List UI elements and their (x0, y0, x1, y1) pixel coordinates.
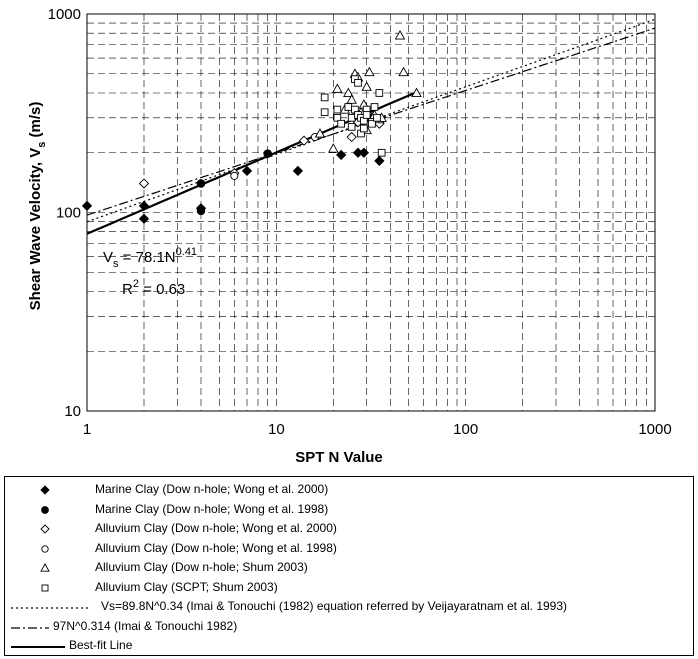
legend-item: 97N^0.314 (Imai & Tonouchi 1982) (5, 618, 693, 636)
r2-value: = 0.63 (139, 281, 185, 298)
diamond-filled-point (138, 213, 150, 224)
legend-label: Alluvium Clay (SCPT; Shum 2003) (95, 579, 278, 594)
y-axis-label-unit: (m/s) (27, 102, 44, 142)
plot-frame (86, 13, 656, 412)
x-tick-label: 100 (453, 421, 478, 438)
legend-label: Marine Clay (Dow n-hole; Wong et al. 199… (95, 501, 329, 516)
legend-symbol (41, 544, 49, 553)
y-axis-label-sub: s (36, 142, 48, 148)
x-tick-label: 1000 (638, 421, 671, 438)
legend-item: Alluvium Clay (SCPT; Shum 2003) (5, 579, 693, 597)
square-open-point (347, 123, 356, 131)
y-tick-labels: 10 100 1000 (48, 6, 81, 420)
equation-exp: 0.41 (176, 246, 197, 258)
circle-open-point (230, 171, 239, 180)
square-open-point (320, 108, 329, 117)
x-axis-label: SPT N Value (295, 449, 383, 466)
r2-exp: 2 (133, 278, 139, 290)
square-open-point (377, 148, 386, 157)
triangle-open-point (398, 66, 409, 77)
square-open-point (373, 113, 381, 122)
diamond-filled-point (358, 147, 370, 158)
diamond-open-point (138, 178, 150, 189)
legend-item: Marine Clay (Dow n-hole; Wong et al. 199… (5, 501, 693, 519)
diamond-filled-point (336, 149, 347, 161)
legend-symbol (40, 563, 50, 572)
y-tick-label: 1000 (48, 6, 81, 23)
equation-annotation: Vs = 78.1N0.41 (103, 246, 197, 270)
legend-symbol (11, 607, 89, 609)
square-open-point (360, 124, 368, 133)
triangle-open-point (314, 128, 326, 138)
diamond-open-point (346, 131, 357, 143)
square-open-point (368, 119, 376, 128)
legend-label: Marine Clay (Dow n-hole; Wong et al. 200… (95, 482, 329, 496)
diamond-filled-point (138, 200, 150, 212)
legend-item: Vs=89.8N^0.34 (Imai & Tonouchi (1982) eq… (5, 598, 693, 616)
legend-item: Best-fit Line (5, 637, 693, 655)
triangle-open-point (343, 87, 354, 98)
data-points (81, 29, 422, 224)
y-tick-label: 100 (56, 205, 81, 222)
triangle-open-point (411, 87, 422, 98)
legend: Marine Clay (Dow n-hole; Wong et al. 200… (4, 476, 694, 656)
r2-r: R (122, 281, 133, 298)
diamond-filled-point (292, 165, 304, 177)
legend-item: Alluvium Clay (Dow n-hole; Shum 2003) (5, 559, 693, 577)
equation-v: V (103, 249, 113, 266)
grid (87, 14, 655, 411)
circle-filled-point (196, 206, 206, 216)
legend-item: Alluvium Clay (Dow n-hole; Wong et al. 2… (5, 520, 693, 538)
y-axis-label-main: Shear Wave Velocity, V (27, 148, 44, 311)
square-open-point (347, 113, 356, 122)
legend-label: Alluvium Clay (Dow n-hole; Shum 2003) (95, 560, 308, 574)
diamond-filled-point (81, 200, 93, 212)
square-open-point (333, 105, 342, 114)
square-open-point (362, 111, 371, 119)
r2-annotation: R2 = 0.63 (122, 278, 185, 298)
dashdot-trend-line (86, 27, 656, 216)
square-open-point (320, 93, 329, 102)
x-tick-labels: 1 10 100 1000 (83, 421, 672, 438)
equation-v-sub: s (113, 258, 119, 270)
legend-label: Vs=89.8N^0.34 (Imai & Tonouchi (1982) eq… (101, 599, 568, 613)
legend-symbol (41, 505, 49, 514)
square-open-point (337, 119, 345, 128)
circle-filled-point (263, 149, 272, 158)
legend-symbol (11, 646, 65, 648)
legend-symbol (40, 524, 50, 534)
square-open-point (354, 79, 362, 87)
y-tick-label: 10 (64, 403, 81, 420)
legend-item: Alluvium Clay (Dow n-hole; Wong et al. 1… (5, 540, 693, 558)
square-open-point (333, 113, 342, 122)
equation-body: = 78.1N (119, 249, 176, 266)
x-tick-label: 1 (83, 421, 91, 438)
triangle-open-point (332, 83, 343, 93)
legend-label: Best-fit Line (69, 638, 133, 652)
square-open-point (375, 89, 384, 97)
legend-symbol (11, 626, 49, 629)
legend-symbol (41, 584, 49, 591)
legend-label: Alluvium Clay (Dow n-hole; Wong et al. 1… (95, 540, 337, 555)
legend-label: 97N^0.314 (Imai & Tonouchi 1982) (53, 618, 238, 633)
square-open-point (344, 103, 353, 111)
triangle-open-point (364, 66, 375, 77)
x-tick-label: 10 (268, 421, 285, 438)
triangle-open-point (394, 29, 406, 40)
legend-symbol (40, 485, 50, 495)
diamond-filled-point (241, 165, 253, 177)
triangle-open-point (361, 81, 372, 91)
diamond-filled-point (374, 155, 385, 167)
circle-filled-point (196, 179, 206, 188)
triangle-open-point (328, 143, 339, 153)
legend-item: Marine Clay (Dow n-hole; Wong et al. 200… (5, 481, 693, 499)
diamond-open-point (298, 135, 310, 146)
square-open-point (370, 103, 379, 111)
legend-label: Alluvium Clay (Dow n-hole; Wong et al. 2… (95, 521, 337, 535)
y-axis-label: Shear Wave Velocity, Vs (m/s) (27, 102, 48, 311)
